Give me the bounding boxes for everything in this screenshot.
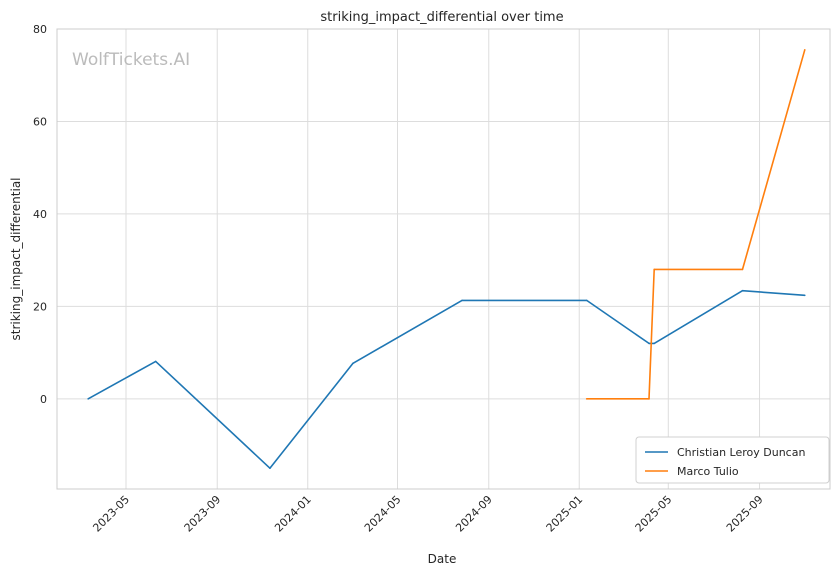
legend-label-christian-leroy-duncan: Christian Leroy Duncan <box>677 446 805 459</box>
data-point-marco-tulio <box>653 268 655 271</box>
data-point-marco-tulio <box>803 49 806 51</box>
data-point-christian-leroy-duncan <box>648 342 650 345</box>
series-layer <box>87 49 806 469</box>
x-axis-label: Date <box>428 552 457 566</box>
data-point-marco-tulio <box>585 398 588 400</box>
legend-box <box>635 436 830 484</box>
plot-frame <box>56 28 831 490</box>
chart-title: striking_impact_differential over time <box>320 10 563 25</box>
data-point-christian-leroy-duncan <box>154 360 157 363</box>
data-point-christian-leroy-duncan <box>87 398 89 400</box>
data-point-marco-tulio <box>648 398 650 400</box>
y-tick-label: 20 <box>33 300 47 313</box>
y-tick-label: 60 <box>33 115 47 128</box>
data-point-christian-leroy-duncan <box>653 342 655 345</box>
watermark: WolfTickets.AI <box>72 50 190 70</box>
grid <box>57 28 830 489</box>
y-axis-label: striking_impact_differential <box>9 177 23 340</box>
y-tick-label: 40 <box>33 208 47 221</box>
legend-label-marco-tulio: Marco Tulio <box>677 465 739 478</box>
data-point-marco-tulio <box>741 268 744 271</box>
y-tick-label: 0 <box>40 393 47 406</box>
data-point-christian-leroy-duncan <box>741 289 744 292</box>
legend: Christian Leroy Duncan Marco Tulio <box>635 436 830 484</box>
data-point-christian-leroy-duncan <box>269 467 271 469</box>
y-tick-label: 80 <box>33 23 47 36</box>
series-line-christian-leroy-duncan <box>87 289 805 469</box>
data-point-christian-leroy-duncan <box>352 362 354 365</box>
data-point-christian-leroy-duncan <box>803 294 806 297</box>
data-point-christian-leroy-duncan <box>461 299 463 302</box>
data-point-christian-leroy-duncan <box>585 299 588 302</box>
